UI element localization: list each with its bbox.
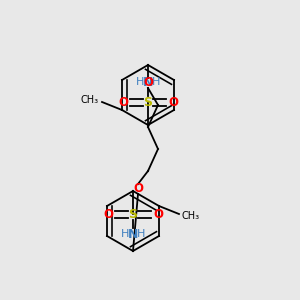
Text: S: S — [128, 208, 137, 220]
Text: H: H — [121, 229, 129, 239]
Text: H: H — [136, 77, 144, 87]
Text: O: O — [103, 208, 113, 220]
Text: O: O — [153, 208, 163, 220]
Text: S: S — [143, 95, 152, 109]
Text: H: H — [137, 229, 145, 239]
Text: N: N — [143, 76, 153, 88]
Text: O: O — [143, 76, 153, 89]
Text: O: O — [118, 95, 128, 109]
Text: H: H — [152, 77, 160, 87]
Text: N: N — [128, 227, 138, 241]
Text: O: O — [133, 182, 143, 196]
Text: CH₃: CH₃ — [81, 95, 99, 105]
Text: O: O — [168, 95, 178, 109]
Text: CH₃: CH₃ — [182, 211, 200, 221]
